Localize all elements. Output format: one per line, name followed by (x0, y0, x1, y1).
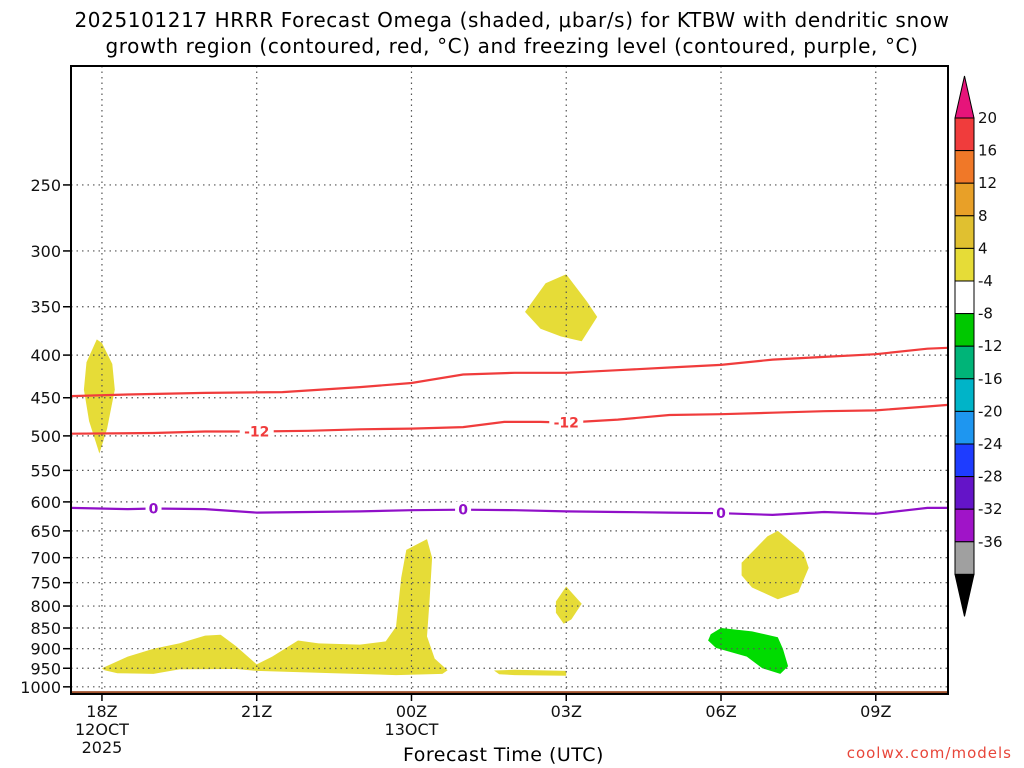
colorbar-swatch-13 (954, 541, 975, 575)
colorbar-swatch-10 (954, 443, 975, 478)
y-tick-label-750: 750 (30, 574, 61, 593)
y-tick-label-800: 800 (30, 597, 61, 616)
dgz-label-bg-0 (239, 423, 274, 440)
omega-region-6 (708, 628, 789, 674)
omega-region-1 (102, 539, 448, 676)
colorbar-label-6: -8 (978, 305, 993, 323)
y-tick-label-500: 500 (30, 427, 61, 446)
colorbar-label-9: -20 (978, 402, 1003, 420)
freezing-label-bg-2 (713, 505, 730, 522)
dgz-contour-label-1: -12 (554, 416, 579, 432)
x-tick-date-00Z: 13OCT (385, 720, 439, 739)
x-tick-label-06Z: 06Z (705, 702, 736, 721)
freezing-level-label-2: 0 (716, 506, 726, 522)
dgz-label-bg-1 (549, 414, 584, 431)
omega-region-2 (494, 669, 567, 676)
colorbar-swatch-7 (954, 345, 975, 380)
dgz-contour-1 (70, 403, 949, 435)
colorbar-bottom-triangle (954, 573, 975, 617)
ground-surface (71, 691, 948, 694)
y-tick-label-550: 550 (30, 461, 61, 480)
colorbar-label-2: 12 (978, 174, 997, 192)
colorbar-swatch-3 (954, 215, 975, 249)
omega-region-4 (555, 586, 582, 624)
colorbar-swatch-9 (954, 410, 975, 445)
colorbar-label-5: -4 (978, 272, 993, 290)
colorbar-swatch-6 (954, 313, 975, 347)
y-tick-label-300: 300 (30, 242, 61, 261)
colorbar-label-13: -36 (978, 533, 1003, 551)
colorbar-label-12: -32 (978, 500, 1003, 518)
chart-title-line2: growth region (contoured, red, °C) and f… (105, 34, 919, 58)
y-tick-label-650: 650 (30, 522, 61, 541)
y-tick-label-250: 250 (30, 176, 61, 195)
colorbar-swatch-4 (954, 247, 975, 282)
y-tick-label-950: 950 (30, 659, 61, 678)
colorbar-swatch-5 (954, 280, 975, 315)
colorbar-swatch-0 (954, 117, 975, 152)
y-tick-label-450: 450 (30, 389, 61, 408)
colorbar-label-8: -16 (978, 370, 1003, 388)
y-tick-label-400: 400 (30, 346, 61, 365)
colorbar-label-7: -12 (978, 337, 1003, 355)
credit-text[interactable]: coolwx.com/models (846, 744, 1012, 762)
x-tick-label-18Z: 18Z (86, 702, 117, 721)
omega-region-3 (525, 274, 598, 342)
colorbar-label-4: 4 (978, 239, 988, 257)
colorbar-label-3: 8 (978, 207, 988, 225)
chart-title-line1: 2025101217 HRRR Forecast Omega (shaded, … (74, 8, 950, 32)
colorbar-swatch-11 (954, 476, 975, 510)
plot-frame (70, 65, 949, 695)
freezing-label-bg-1 (455, 501, 472, 518)
y-tick-label-850: 850 (30, 619, 61, 638)
colorbar-label-10: -24 (978, 435, 1003, 453)
colorbar-label-1: 16 (978, 142, 997, 160)
y-tick-label-350: 350 (30, 298, 61, 317)
colorbar-top-triangle (954, 75, 975, 119)
x-tick-date-18Z: 12OCT (75, 720, 129, 739)
colorbar-label-11: -28 (978, 468, 1003, 486)
freezing-level-label-1: 0 (458, 503, 468, 519)
y-tick-label-600: 600 (30, 493, 61, 512)
x-tick-label-21Z: 21Z (241, 702, 272, 721)
freezing-level-label-0: 0 (149, 501, 159, 517)
dgz-contour-label-0: -12 (244, 425, 269, 441)
freezing-label-bg-0 (145, 500, 162, 517)
omega-region-0 (83, 339, 115, 454)
x-tick-label-03Z: 03Z (551, 702, 582, 721)
x-tick-year-18Z: 2025 (82, 738, 123, 757)
x-tick-label-00Z: 00Z (396, 702, 427, 721)
x-axis-label: Forecast Time (UTC) (403, 744, 604, 766)
colorbar-swatch-12 (954, 508, 975, 543)
colorbar-swatch-8 (954, 378, 975, 412)
x-tick-label-09Z: 09Z (860, 702, 891, 721)
colorbar-swatch-1 (954, 150, 975, 184)
y-tick-label-1000: 1000 (20, 678, 61, 697)
freezing-level-contour (70, 506, 948, 517)
colorbar-label-0: 20 (978, 109, 997, 127)
dgz-contour-0 (70, 346, 949, 398)
omega-region-5 (741, 530, 809, 600)
y-tick-label-900: 900 (30, 640, 61, 659)
colorbar-swatch-2 (954, 182, 975, 217)
y-tick-label-700: 700 (30, 549, 61, 568)
